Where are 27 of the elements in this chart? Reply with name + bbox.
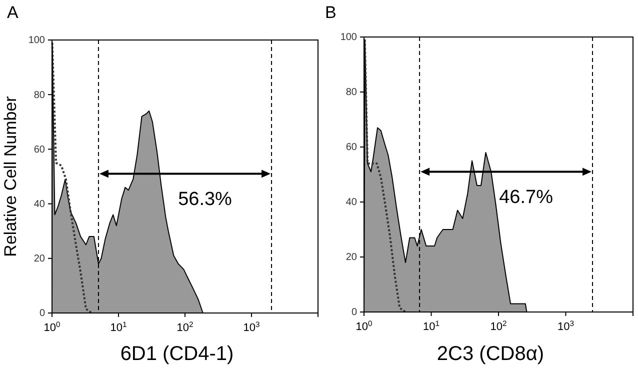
y-tick-label: 20	[34, 254, 46, 265]
x-tick-label: 10$^{0}$	[356, 318, 372, 333]
y-tick-label: 20	[346, 252, 358, 264]
y-tick-label: 100	[28, 35, 46, 46]
x-axis-title: 2C3 (CD8α)	[436, 343, 544, 365]
chart-title: A	[7, 3, 19, 22]
x-tick-label: 10$^{2}$	[490, 318, 507, 333]
y-tick-label: 40	[34, 199, 46, 210]
x-axis-title: 6D1 (CD4-1)	[120, 343, 234, 365]
y-tick-label: 60	[346, 142, 358, 154]
x-tick-label: 10$^{3}$	[243, 320, 260, 334]
x-tick-label: 10$^{3}$	[557, 318, 574, 333]
y-tick-label: 60	[34, 144, 46, 156]
y-tick-label: 0	[351, 307, 358, 318]
x-tick-label: 10$^{1}$	[110, 320, 127, 334]
x-tick-label: 10$^{1}$	[422, 318, 440, 333]
x-tick-label: 10$^{0}$	[44, 320, 60, 334]
chart-title: B	[325, 3, 336, 22]
y-tick-label: 100	[340, 32, 358, 44]
y-tick-label: 80	[34, 90, 46, 101]
y-tick-label: 0	[39, 308, 46, 320]
annotation: 56.3%	[178, 188, 232, 210]
y-axis-title: Relative Cell Number	[1, 96, 20, 257]
x-tick-label: 10$^{2}$	[176, 320, 194, 334]
y-tick-label: 40	[346, 197, 358, 208]
y-tick-label: 80	[346, 87, 358, 98]
annotation: 46.7%	[499, 186, 554, 208]
